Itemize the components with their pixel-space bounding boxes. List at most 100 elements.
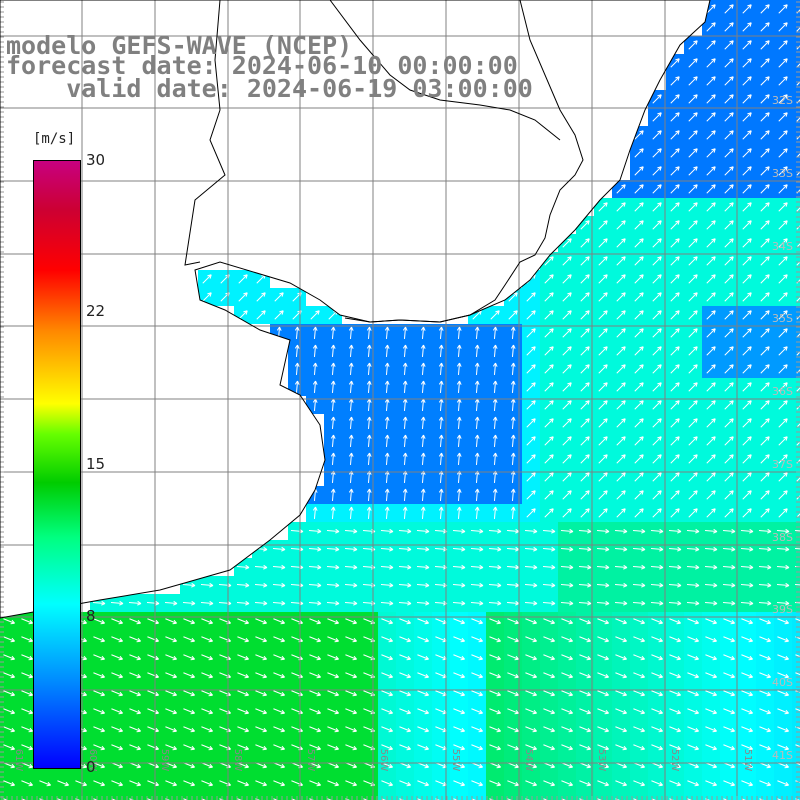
wind-arrow [525,672,537,679]
wind-arrow [560,564,574,570]
wind-arrow [650,528,664,534]
wind-arrow [794,583,800,586]
wind-arrow [616,382,626,392]
wind-arrow [598,220,608,230]
wind-arrow [488,582,502,588]
wind-arrow [544,490,554,500]
wind-arrow [670,184,680,194]
wind-arrow [255,618,267,625]
wind-arrow [254,582,268,588]
wind-arrow [21,762,33,769]
wind-arrow [470,564,484,570]
wind-arrow [273,690,285,697]
wind-arrow [309,618,321,625]
wind-arrow [544,400,554,410]
wind-arrow [488,546,502,552]
wind-arrow [384,380,390,394]
wind-arrow [777,618,789,625]
wind-arrow [3,618,15,625]
wind-arrow [633,708,645,715]
wind-arrow [525,636,537,643]
wind-arrow [579,672,591,679]
wind-arrow [456,416,462,430]
wind-arrow [326,582,340,588]
speed-cell [342,792,360,800]
wind-arrow [274,292,284,302]
wind-arrow [417,690,429,697]
wind-arrow [652,292,662,302]
wind-arrow [652,274,662,284]
speed-cell [792,756,800,774]
wind-arrow [742,436,752,446]
wind-arrow [3,708,15,715]
wind-arrow [578,600,592,606]
wind-arrow [616,220,626,230]
wind-arrow [165,726,177,733]
wind-arrow [705,708,717,715]
wind-arrow [402,506,408,520]
wind-arrow [526,400,536,410]
wind-arrow [688,40,698,50]
wind-arrow [183,690,195,697]
speed-cell [792,234,800,252]
wind-arrow [652,454,662,464]
wind-arrow [562,310,572,320]
wind-arrow [742,58,752,68]
wind-arrow [416,546,430,552]
wind-arrow [183,762,195,769]
wind-arrow [183,636,195,643]
wind-arrow [742,418,752,428]
wind-arrow [438,506,444,520]
wind-arrow [724,490,734,500]
wind-arrow [507,672,519,679]
wind-arrow [273,780,285,787]
wind-arrow [652,238,662,248]
wind-arrow [634,400,644,410]
wind-arrow [489,690,501,697]
wind-arrow [705,672,717,679]
wind-arrow [255,726,267,733]
wind-arrow [596,564,610,570]
wind-arrow [760,256,770,266]
wind-arrow [489,726,501,733]
wind-arrow [687,780,699,787]
wind-arrow [366,488,372,502]
wind-arrow [669,636,681,643]
wind-arrow [510,452,516,466]
wind-arrow [381,780,393,787]
wind-arrow [650,600,664,606]
wind-arrow [111,780,123,787]
wind-arrow [652,400,662,410]
wind-arrow [398,564,412,570]
wind-arrow [489,744,501,751]
wind-arrow [524,582,538,588]
wind-arrow [706,490,716,500]
wind-arrow [634,184,644,194]
wind-arrow [688,436,698,446]
wind-arrow [615,672,627,679]
wind-arrow [740,600,754,606]
wind-arrow [344,582,358,588]
wind-arrow [777,708,789,715]
wind-arrow [294,344,300,358]
wind-arrow [345,636,357,643]
speed-cell [162,792,180,800]
wind-arrow [3,672,15,679]
wind-arrow [668,582,682,588]
wind-arrow [634,256,644,266]
wind-arrow [688,166,698,176]
wind-arrow [93,708,105,715]
ocean-coast-path [0,0,711,619]
wind-arrow [348,362,354,376]
wind-arrow [651,672,663,679]
wind-arrow [778,256,788,266]
wind-arrow [742,490,752,500]
wind-arrow [111,672,123,679]
wind-arrow [111,636,123,643]
speed-cell [396,792,414,800]
wind-arrow [615,690,627,697]
wind-arrow [634,508,644,518]
wind-arrow [506,582,520,588]
wind-arrow [3,744,15,751]
